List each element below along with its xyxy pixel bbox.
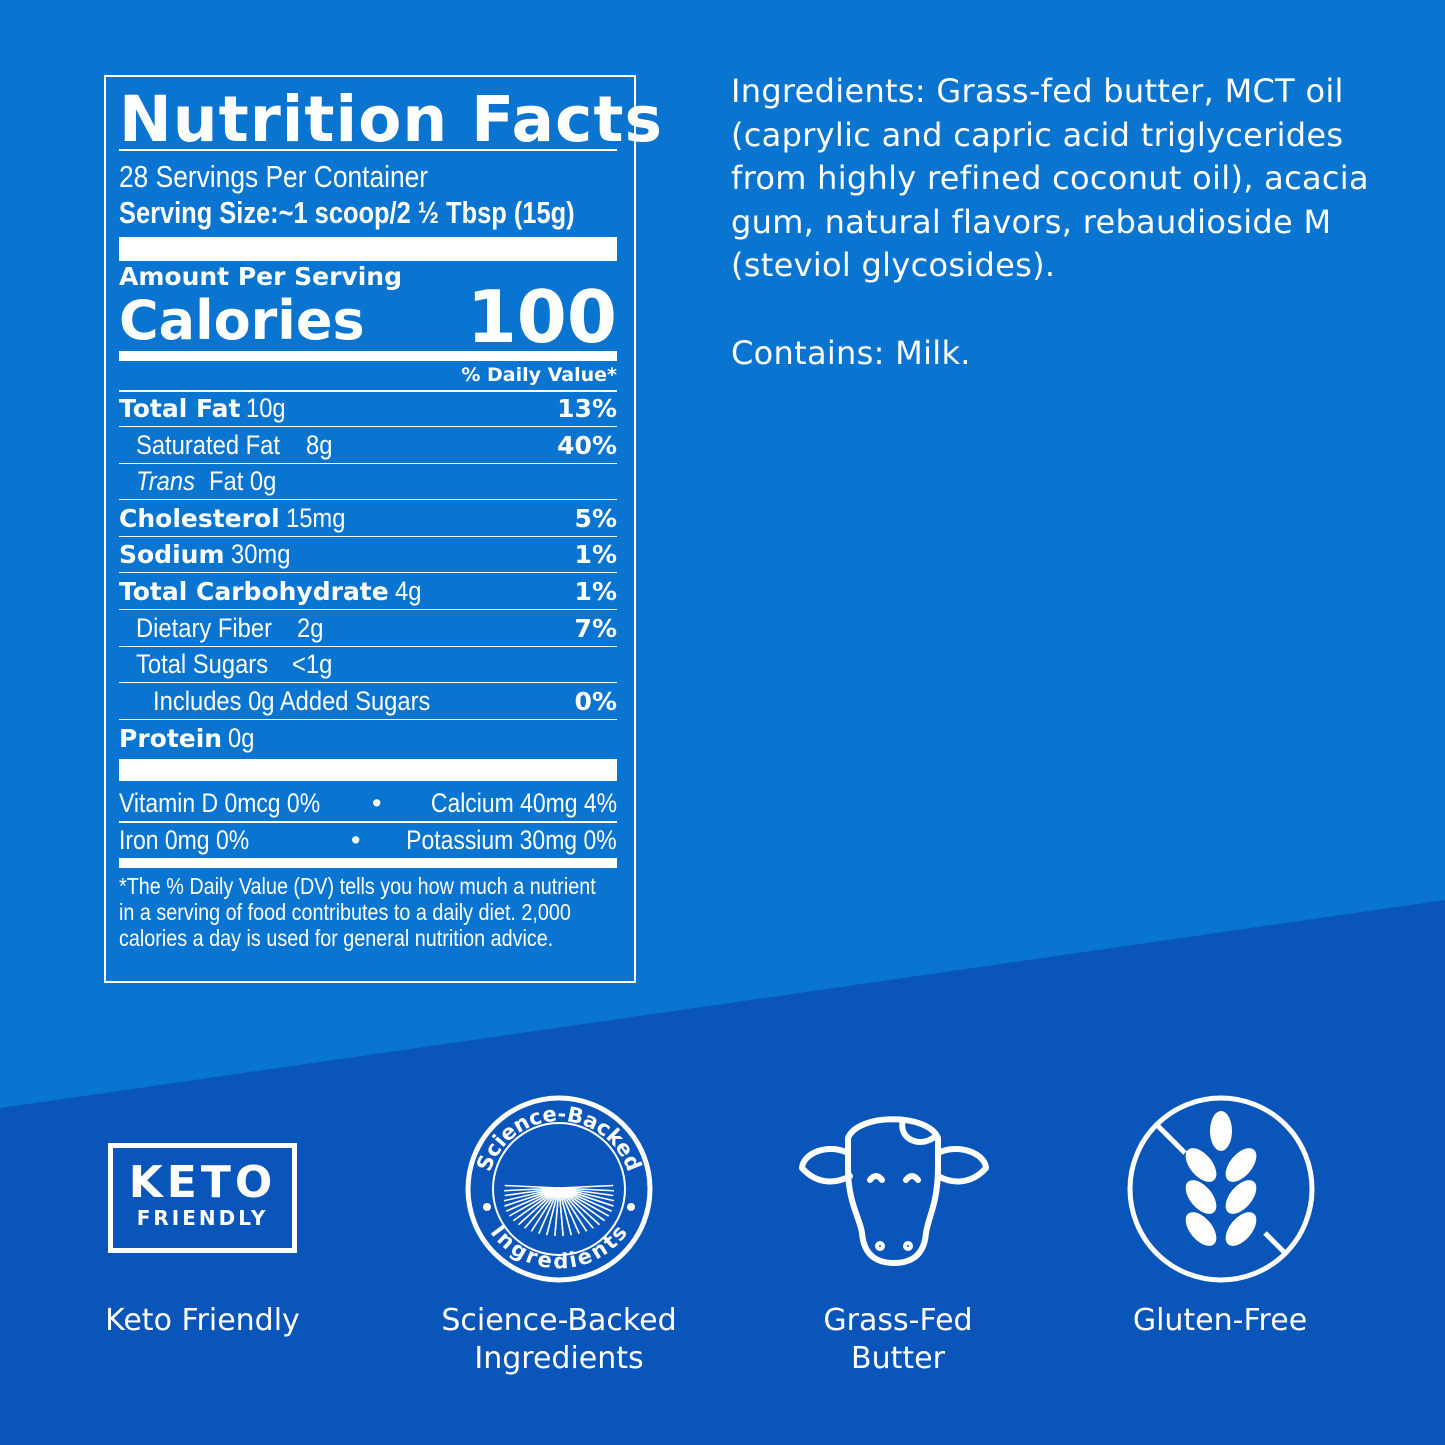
cow-icon <box>799 1116 989 1266</box>
nutrient-row: Cholesterol 15mg 5% <box>119 501 617 537</box>
nutrient-dv: 1% <box>574 540 617 570</box>
grass-fed-label: Grass-Fed Butter <box>823 1303 973 1376</box>
ray <box>558 1184 614 1189</box>
svg-text:Science-Backed: Science-Backed <box>472 1102 646 1175</box>
ingredients-text: Ingredients: Grass-fed butter, MCT oil (… <box>731 72 1369 284</box>
nutrient-name: Total Sugars <box>136 649 269 680</box>
serving-size: Serving Size:~1 scoop/2 ½ Tbsp (15g) <box>119 195 575 230</box>
ray <box>545 1187 560 1236</box>
ray <box>558 1187 606 1222</box>
nutrient-row: Includes 0g Added Sugars 0% <box>119 684 617 720</box>
nutrient-row: Trans Fat 0g <box>119 464 617 501</box>
thick-divider <box>119 237 617 261</box>
ray <box>558 1187 615 1202</box>
allergen-text: Contains: Milk. <box>731 333 971 372</box>
nutrient-amount: <1g <box>292 649 333 680</box>
ray <box>558 1187 594 1229</box>
ray <box>558 1187 573 1236</box>
thick-divider <box>119 858 617 868</box>
ray <box>530 1187 560 1232</box>
keto-friendly-icon: KETO FRIENDLY <box>108 1143 297 1253</box>
nutrient-dv: 7% <box>574 613 617 643</box>
amount-per-serving: Amount Per Serving <box>119 262 402 291</box>
ray <box>503 1187 560 1202</box>
ray <box>524 1187 560 1229</box>
nutrient-name: Total Carbohydrate <box>119 577 389 606</box>
ray <box>558 1187 614 1197</box>
nutrient-dv: 0% <box>574 686 617 716</box>
science-backed-icon: Science-Backed Ingredients <box>465 1095 653 1283</box>
nutrient-amount: 10g <box>246 393 287 423</box>
vitamin-row: Vitamin D 0mcg 0% • Calcium 40mg 4% <box>119 787 617 818</box>
ray <box>512 1187 560 1222</box>
nutrient-name: Total Fat <box>119 394 241 423</box>
divider <box>119 149 617 151</box>
thick-divider <box>119 351 617 361</box>
science-backed-label: Science-Backed Ingredients <box>441 1303 677 1376</box>
ray <box>554 1187 560 1236</box>
nutrient-amount: 8g <box>305 429 333 460</box>
nutrient-name: Dietary Fiber <box>136 612 273 643</box>
nutrient-amount: Fat 0g <box>209 466 277 497</box>
footnote: *The % Daily Value (DV) tells you how mu… <box>119 873 596 951</box>
ingredients: Ingredients: Grass-fed butter, MCT oil (… <box>731 70 1391 375</box>
ray <box>558 1187 600 1226</box>
nutrient-amount: 4g <box>394 576 422 606</box>
daily-value-header: % Daily Value* <box>461 364 617 386</box>
nutrition-facts-panel: Nutrition Facts 28 Servings Per Containe… <box>104 75 662 983</box>
nutrient-dv: 13% <box>557 394 617 423</box>
nutrient-dv: 5% <box>574 503 617 533</box>
ray <box>506 1187 560 1212</box>
nutrient-name: Cholesterol <box>119 503 280 533</box>
ray <box>504 1187 560 1207</box>
nutrient-row: Sodium 30mg 1% <box>119 537 617 574</box>
calories-value: 100 <box>466 275 617 359</box>
servings: 28 Servings Per Container <box>119 159 429 194</box>
ray <box>504 1187 560 1197</box>
ray <box>558 1187 564 1236</box>
nutrient-amount: 30mg <box>230 539 290 570</box>
ray <box>558 1187 588 1232</box>
nutrient-row: Saturated Fat 8g 40% <box>119 428 617 464</box>
ray <box>558 1187 614 1207</box>
keto-friendly-label: Keto Friendly <box>105 1303 300 1338</box>
nutrient-row: Total Carbohydrate 4g 1% <box>119 574 617 610</box>
ray <box>503 1187 560 1192</box>
nutrient-row: Total Fat 10g 13% <box>119 391 617 427</box>
ray <box>558 1187 615 1192</box>
calories-label: Calories <box>119 289 365 352</box>
nutrient-dv: 1% <box>574 577 617 606</box>
nutrient-row: Protein 0g <box>119 720 617 756</box>
nutrient-name: Includes 0g Added Sugars <box>153 685 431 716</box>
thick-divider <box>119 759 617 781</box>
gluten-free-label: Gluten-Free <box>1132 1303 1308 1338</box>
divider <box>119 821 617 823</box>
nutrient-name: Trans <box>136 466 195 497</box>
nutrient-amount: 0g <box>228 722 255 753</box>
ray <box>508 1187 560 1217</box>
nutrition-title: Nutrition Facts <box>119 83 663 156</box>
nutrient-name: Saturated Fat <box>136 429 280 460</box>
ray <box>538 1187 560 1234</box>
vitamin-row: Iron 0mg 0% • Potassium 30mg 0% <box>119 824 617 855</box>
nutrient-name: Sodium <box>119 540 225 570</box>
ray <box>518 1187 560 1226</box>
gluten-free-icon <box>1127 1095 1315 1283</box>
nutrient-row: Total Sugars <1g <box>119 647 617 684</box>
ray <box>504 1184 560 1189</box>
ray <box>558 1187 612 1212</box>
nutrient-name: Protein <box>119 723 223 753</box>
divider <box>119 390 617 392</box>
ray <box>558 1187 610 1217</box>
nutrient-amount: 15mg <box>285 502 346 533</box>
nutrient-dv: 40% <box>557 430 617 460</box>
nutrient-row: Dietary Fiber 2g 7% <box>119 611 617 647</box>
ray <box>558 1187 580 1234</box>
nutrient-amount: 2g <box>296 612 323 643</box>
